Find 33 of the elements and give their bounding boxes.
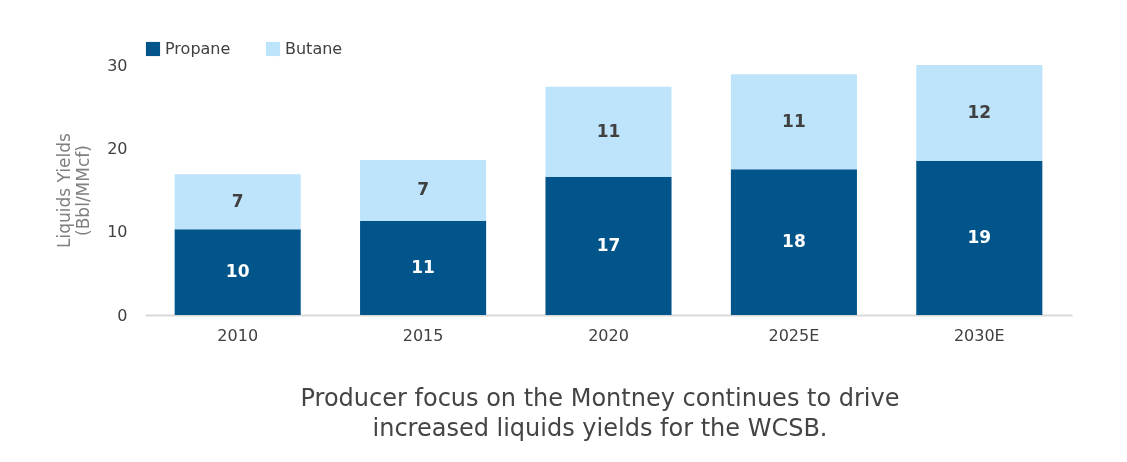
bar xyxy=(360,220,487,315)
y-tick-label: 20 xyxy=(107,138,128,158)
data-label: 11 xyxy=(411,256,435,277)
bar xyxy=(360,160,487,221)
y-tick-label: 30 xyxy=(107,55,128,75)
data-label: 11 xyxy=(596,120,621,141)
bar xyxy=(916,160,1043,315)
bar xyxy=(730,74,857,170)
x-tick-label: 2025E xyxy=(768,325,820,345)
data-label: 11 xyxy=(782,110,806,131)
data-label: 12 xyxy=(967,101,992,122)
y-tick-label: 0 xyxy=(117,305,128,325)
y-tick-label: 10 xyxy=(107,222,128,242)
data-label: 7 xyxy=(231,190,244,211)
data-label: 17 xyxy=(596,234,621,255)
bar xyxy=(174,174,301,230)
data-label: 19 xyxy=(967,226,992,247)
data-label: 18 xyxy=(782,231,806,252)
bar xyxy=(174,229,301,315)
x-tick-label: 2020 xyxy=(588,325,629,345)
legend-label: Propane xyxy=(165,39,231,58)
x-tick-label: 2010 xyxy=(217,325,259,345)
x-tick-label: 2030E xyxy=(953,325,1005,345)
bar xyxy=(916,65,1043,161)
data-label: 10 xyxy=(225,261,250,282)
bar xyxy=(545,86,672,177)
y-axis-title: Liquids Yields (Bbl/MMcf) xyxy=(54,132,94,248)
bar xyxy=(545,176,672,315)
legend-label: Butane xyxy=(285,39,343,58)
bar xyxy=(730,169,857,315)
data-label: 7 xyxy=(417,179,430,200)
x-tick-label: 2015 xyxy=(402,325,444,345)
text: Producer focus on the Montney continues to drive increased liquids yields for the WCSB. xyxy=(300,383,900,443)
